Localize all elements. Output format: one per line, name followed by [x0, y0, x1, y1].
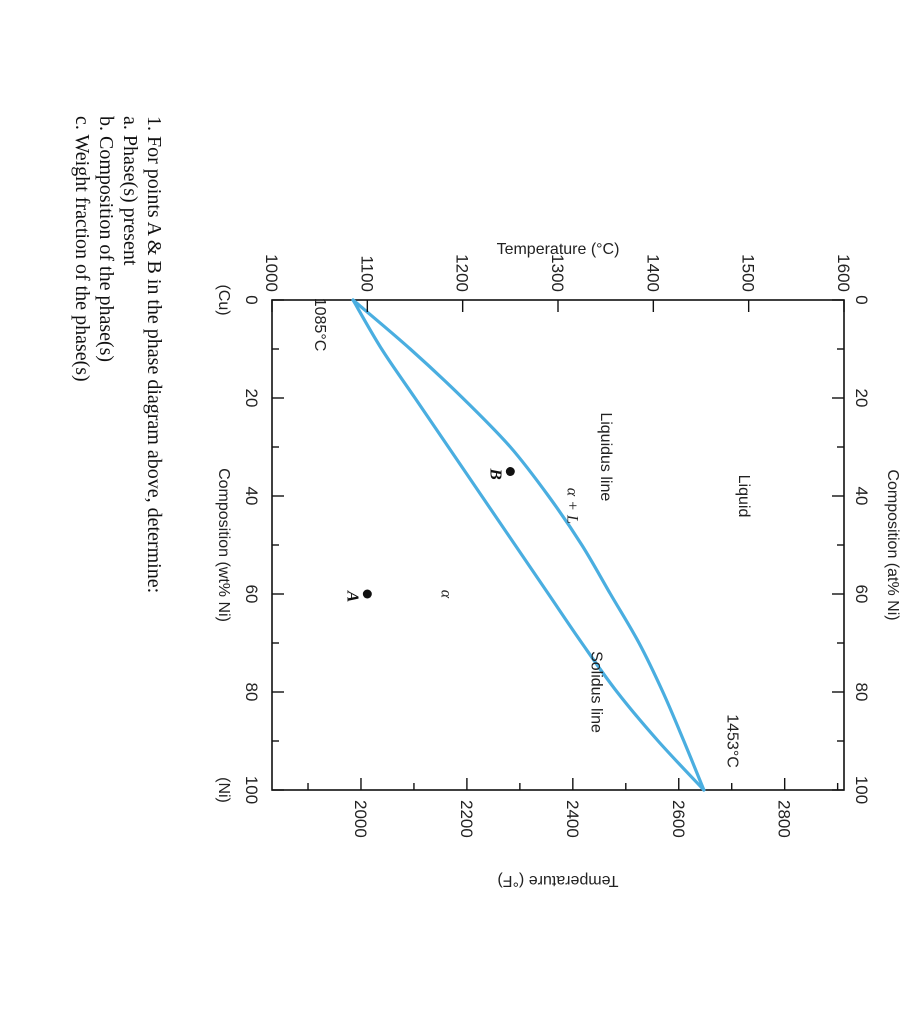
y2-tick-label: 2200 — [457, 800, 476, 838]
x-tick-label: 40 — [242, 487, 261, 506]
solidus-line-label: Solidus line — [587, 651, 604, 733]
y-axis-title: Temperature (°C) — [497, 241, 620, 258]
y-tick-label: 1500 — [739, 254, 758, 292]
x-axis-bottom: 0 20 40 60 80 100 — [242, 295, 284, 804]
x2-tick-label: 40 — [852, 487, 871, 506]
y2-tick-label: 2600 — [669, 800, 688, 838]
x2-tick-label: 100 — [852, 776, 871, 804]
x-tick-label: 60 — [242, 585, 261, 604]
liquid-region-label: Liquid — [735, 475, 752, 518]
question-line-1: 1. For points A & B in the phase diagram… — [143, 116, 165, 593]
ni-melting-point-label: 1453°C — [724, 714, 741, 768]
point-a — [362, 589, 372, 599]
y-tick-label: 1200 — [453, 254, 472, 292]
question-line-3: b. Composition of the phase(s) — [95, 116, 117, 362]
y-tick-label: 1100 — [357, 255, 376, 292]
y-axis-right: 2000 2200 2400 2600 2800 — [307, 778, 839, 838]
x2-tick-label: 0 — [852, 295, 871, 304]
point-label-a: A — [343, 590, 362, 602]
y-tick-label: 1400 — [643, 254, 662, 292]
alpha-plus-liquid-label: α + L — [564, 488, 581, 524]
ni-end-label: (Ni) — [215, 777, 232, 803]
question-line-4: c. Weight fraction of the phase(s) — [71, 116, 93, 382]
x-tick-label: 20 — [242, 389, 261, 408]
x2-axis-title: Composition (at% Ni) — [884, 469, 901, 620]
point-b — [505, 467, 515, 476]
x-tick-label: 80 — [242, 683, 261, 702]
x-tick-label: 100 — [242, 776, 261, 804]
x-axis-title: Composition (wt% Ni) — [215, 468, 232, 622]
plot-frame — [271, 299, 845, 791]
y-tick-label: 1600 — [834, 254, 853, 292]
cu-melting-point-label: 1085°C — [311, 298, 328, 352]
phase-diagram-chart: 0 20 40 60 80 100 0 20 40 60 80 100 1000 1100 1200 13… — [215, 241, 901, 889]
x2-tick-label: 20 — [852, 389, 871, 408]
y2-tick-label: 2000 — [351, 800, 370, 838]
y-tick-label: 1000 — [262, 254, 281, 292]
data-points: AB — [343, 467, 515, 602]
x-tick-label: 0 — [242, 295, 261, 304]
point-label-b: B — [486, 468, 505, 480]
x2-tick-label: 60 — [852, 585, 871, 604]
y2-tick-label: 2800 — [775, 800, 794, 838]
question-block: 1. For points A & B in the phase diagram… — [71, 116, 165, 593]
y2-axis-title: Temperature (°F) — [497, 872, 618, 889]
cu-end-label: (Cu) — [215, 284, 232, 315]
liquidus-curve — [351, 298, 706, 792]
liquidus-line-label: Liquidus line — [597, 412, 614, 501]
x-axis-top: 0 20 40 60 80 100 — [832, 295, 871, 804]
rotated-figure: 0 20 40 60 80 100 0 20 40 60 80 100 1000 1100 1200 13… — [71, 116, 901, 889]
question-line-2: a. Phase(s) present — [119, 116, 141, 266]
x2-tick-label: 80 — [852, 683, 871, 702]
solidus-curve — [351, 298, 706, 792]
y-axis-left: 1000 1100 1200 1300 1400 1500 1600 — [262, 254, 853, 312]
alpha-region-label: α — [438, 590, 455, 599]
phase-curves — [351, 298, 706, 792]
y-tick-label: 1300 — [548, 254, 567, 292]
y2-tick-label: 2400 — [563, 800, 582, 838]
